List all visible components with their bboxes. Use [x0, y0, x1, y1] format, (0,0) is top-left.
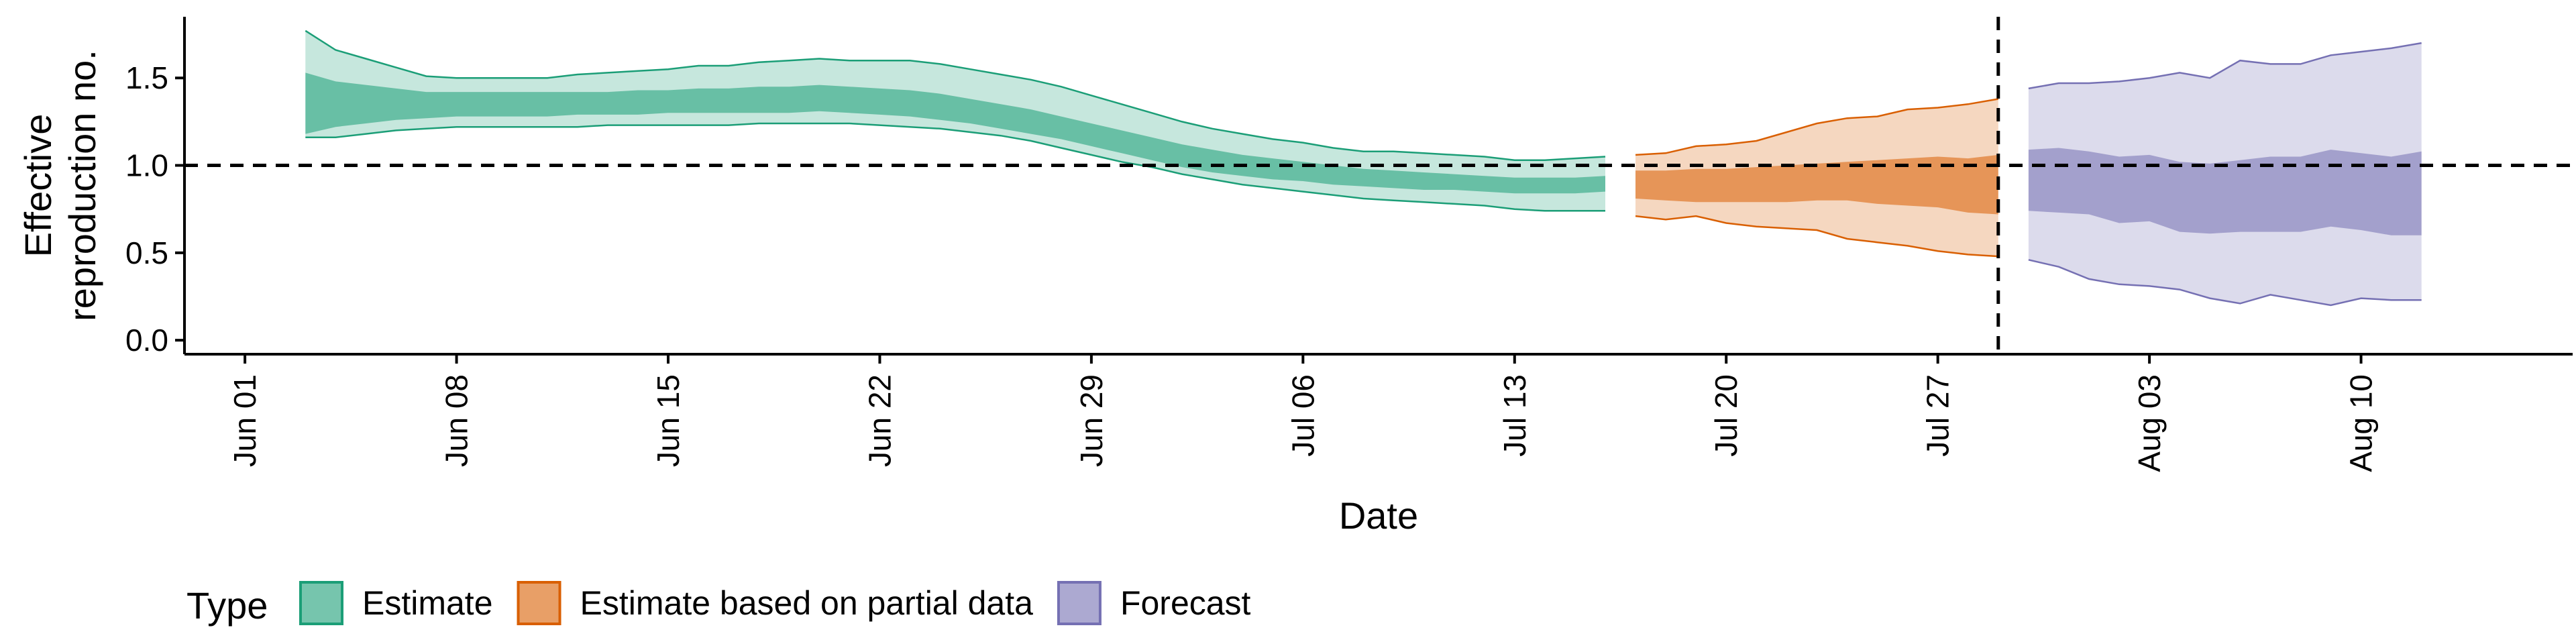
x-tick-label: Jun 01 — [227, 374, 262, 467]
legend-key-estimate-based-on-partial-data — [517, 581, 561, 625]
forecast-upper-edge — [2028, 42, 2422, 90]
estimate-upper-edge — [305, 30, 1606, 161]
estimate-based-on-partial-data-lower-edge — [1635, 215, 1998, 258]
forecast-lower-edge — [2028, 259, 2422, 307]
legend-item-forecast: Forecast — [1057, 581, 1251, 625]
series-estimate — [305, 30, 1606, 212]
x-tick-label: Jun 29 — [1074, 374, 1109, 467]
estimate-based-on-partial-data-upper-edge — [1635, 98, 1999, 156]
band-layer — [305, 30, 2422, 307]
estimate-lower-edge — [305, 122, 1605, 212]
axis-labels: Date Effective reproduction no. — [17, 50, 1418, 537]
legend-label-estimate-based-on-partial-data: Estimate based on partial data — [580, 584, 1034, 622]
reference-lines — [184, 17, 2573, 354]
series-forecast — [2028, 42, 2422, 307]
y-tick-label: 0.5 — [125, 235, 168, 270]
x-tick-label: Jul 27 — [1921, 374, 1955, 457]
legend-item-estimate-based-on-partial-data: Estimate based on partial data — [517, 581, 1034, 625]
axes: 0.0 0.5 1.0 1.5 Jun 01 Jun 08 Jun 15 Jun 22 Jun … — [125, 17, 2573, 472]
legend: Type Estimate Estimate based on partial d… — [186, 581, 1251, 627]
x-tick-label: Jul 13 — [1497, 374, 1532, 457]
legend-item-estimate: Estimate — [299, 581, 493, 625]
x-tick-label: Jun 15 — [651, 374, 686, 467]
estimate-50-interval — [305, 72, 1605, 194]
series-estimate-based-on-partial-data — [1635, 98, 1999, 258]
x-tick-label: Jul 06 — [1285, 374, 1320, 457]
x-tick-label: Jun 22 — [862, 374, 897, 467]
estimate-based-on-partial-data-50-interval — [1635, 154, 1998, 215]
legend-label-estimate: Estimate — [362, 584, 493, 622]
legend-label-forecast: Forecast — [1120, 584, 1251, 622]
y-axis-title-line-1: Effective — [17, 114, 59, 258]
forecast-50-interval — [2028, 148, 2422, 235]
y-tick-label: 1.0 — [125, 148, 168, 183]
y-axis-title-line-2: reproduction no. — [61, 50, 103, 321]
x-axis-title: Date — [1339, 494, 1418, 537]
x-tick-label: Aug 03 — [2132, 374, 2167, 472]
x-tick-label: Aug 10 — [2344, 374, 2379, 472]
legend-key-estimate — [299, 581, 343, 625]
legend-key-forecast — [1057, 581, 1102, 625]
y-tick-label: 0.0 — [125, 323, 168, 358]
x-tick-label: Jun 08 — [439, 374, 474, 467]
x-tick-label: Jul 20 — [1709, 374, 1743, 457]
legend-title: Type — [186, 584, 268, 627]
y-tick-label: 1.5 — [125, 60, 168, 95]
